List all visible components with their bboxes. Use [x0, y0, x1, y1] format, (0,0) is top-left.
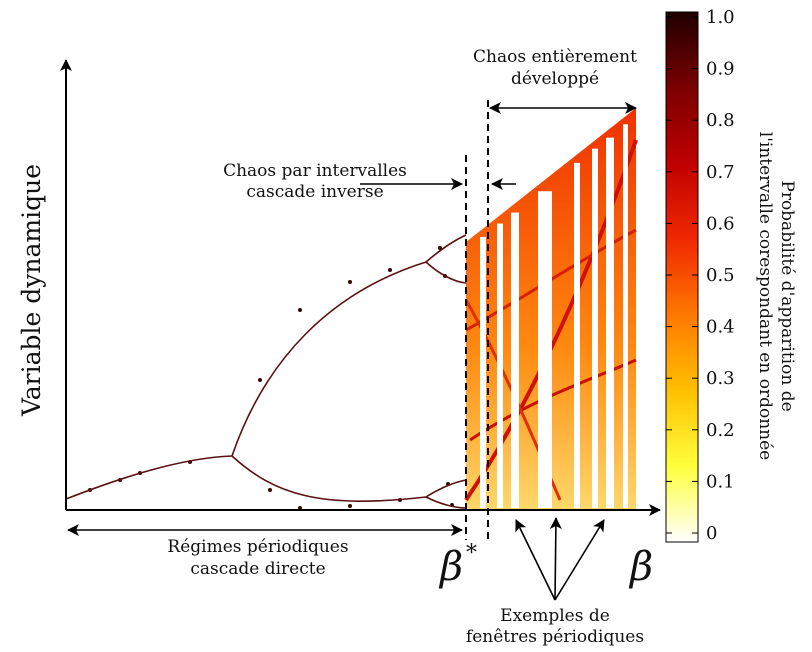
period-2-upper-branch: [231, 261, 427, 457]
periodic-point: [388, 268, 392, 272]
full-chaos-label-line2: développé: [511, 69, 599, 89]
colorbar-title-line1: Probabilité d'apparition de: [777, 180, 797, 411]
window-arrow-3: [554, 519, 605, 601]
period-1-branch: [65, 455, 233, 500]
colorbar-tick-label: 0.9: [706, 59, 735, 80]
periodic-window-gap: [497, 223, 503, 509]
periodic-window-gap: [592, 148, 598, 508]
colorbar-tick-label: 0.3: [706, 368, 735, 389]
colorbar-tick-label: 0.8: [706, 110, 735, 131]
colorbar-tick-label: 0.1: [706, 471, 735, 492]
periodic-point: [348, 280, 352, 284]
window-arrow-1: [515, 519, 556, 601]
periodic-point: [298, 308, 302, 312]
period-4-lower-a: [425, 479, 467, 498]
periodic-window-gap: [623, 124, 628, 508]
period-4-upper-a: [425, 234, 467, 263]
periodic-point: [438, 246, 442, 250]
windows-label-line1: Exemples de: [500, 606, 610, 626]
period-4-upper-b: [425, 261, 467, 284]
windows-label-line2: fenêtres périodiques: [466, 627, 644, 647]
colorbar-tick-label: 0.4: [706, 317, 735, 338]
colorbar-tick-label: 0: [706, 523, 717, 544]
periodic-window-gap: [606, 137, 614, 508]
colorbar-ticks: 1.0 0.9 0.8 0.7 0.6 0.5 0.4 0.3 0.2 0.1 0: [666, 7, 735, 544]
colorbar-scale: [665, 11, 699, 543]
band-chaos-label-line1: Chaos par intervalles: [223, 161, 407, 181]
band-chaos-label-line2: cascade inverse: [246, 182, 383, 202]
periodic-point: [268, 488, 272, 492]
periodic-label-line1: Régimes périodiques: [167, 537, 348, 557]
window-arrow-2: [549, 517, 562, 601]
periodic-point: [258, 378, 262, 382]
periodic-window-gap: [540, 220, 552, 508]
x-axis-beta-symbol: β: [628, 544, 653, 590]
periodic-window-gap: [574, 162, 580, 508]
colorbar-tick-label: 0.2: [706, 420, 735, 441]
colorbar-tick-label: 0.7: [706, 162, 735, 183]
colorbar: 1.0 0.9 0.8 0.7 0.6 0.5 0.4 0.3 0.2 0.1 0: [665, 7, 735, 544]
period-4-lower-b: [425, 496, 467, 509]
periodic-branches: [65, 234, 467, 509]
chaos-band: [469, 358, 637, 442]
colorbar-tick-label: 0.6: [706, 213, 735, 234]
y-axis-label: Variable dynamique: [17, 164, 46, 417]
period-2-lower-branch: [231, 455, 427, 502]
periodic-window-gap: [511, 212, 519, 508]
critical-beta-superscript: *: [466, 541, 477, 566]
full-chaos-label-line1: Chaos entièrement: [473, 47, 637, 67]
colorbar-title-line2: l'intervalle corespondant en ordonnée: [755, 132, 775, 460]
colorbar-tick-label: 0.5: [706, 265, 735, 286]
chaos-region: [88, 108, 638, 510]
colorbar-tick-label: 1.0: [706, 7, 735, 28]
periodic-window-gap: [480, 236, 486, 508]
periodic-label-line2: cascade directe: [190, 559, 325, 579]
critical-beta-symbol: β: [438, 544, 463, 590]
periodic-point: [348, 504, 352, 508]
